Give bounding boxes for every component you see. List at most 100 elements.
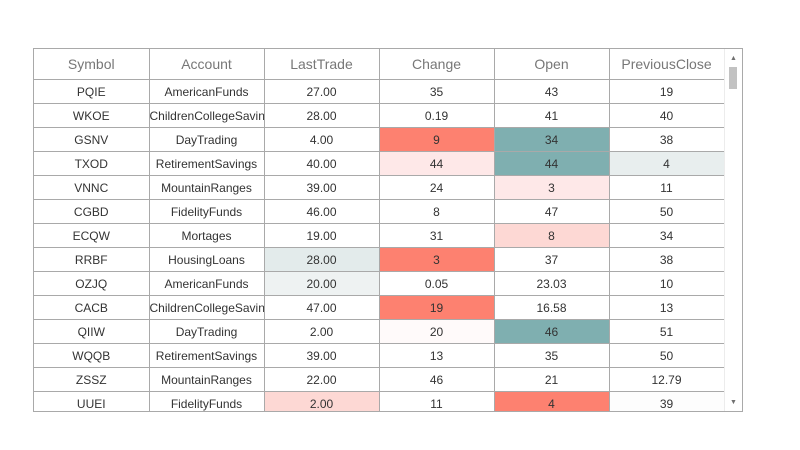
cell-lasttrade[interactable]: 19.00 [264,223,380,248]
column-header-lasttrade[interactable]: LastTrade [264,49,380,80]
cell-change[interactable]: 35 [379,79,495,104]
table-row[interactable]: OZJQ AmericanFunds 20.00 0.05 23.03 10 [34,271,725,296]
caret-up-icon[interactable]: ▲ [730,54,737,62]
table-row[interactable]: GSNV DayTrading 4.00 9 34 38 [34,127,725,152]
table-row[interactable]: CGBD FidelityFunds 46.00 8 47 50 [34,199,725,224]
cell-account[interactable]: FidelityFunds [149,391,265,411]
cell-open[interactable]: 46 [494,319,610,344]
cell-open[interactable]: 8 [494,223,610,248]
table-row[interactable]: ZSSZ MountainRanges 22.00 46 21 12.79 [34,367,725,392]
cell-previousclose[interactable]: 50 [609,199,725,224]
cell-previousclose[interactable]: 34 [609,223,725,248]
table-row[interactable]: PQIE AmericanFunds 27.00 35 43 19 [34,79,725,104]
cell-change[interactable]: 0.19 [379,103,495,128]
cell-symbol[interactable]: GSNV [34,127,150,152]
column-header-symbol[interactable]: Symbol [34,49,150,80]
cell-lasttrade[interactable]: 2.00 [264,391,380,411]
cell-previousclose[interactable]: 19 [609,79,725,104]
cell-symbol[interactable]: ZSSZ [34,367,150,392]
cell-open[interactable]: 44 [494,151,610,176]
cell-account[interactable]: FidelityFunds [149,199,265,224]
scrollbar-thumb[interactable] [729,67,737,89]
table-row[interactable]: ECQW Mortages 19.00 31 8 34 [34,223,725,248]
cell-previousclose[interactable]: 50 [609,343,725,368]
cell-change[interactable]: 9 [379,127,495,152]
cell-symbol[interactable]: VNNC [34,175,150,200]
cell-open[interactable]: 16.58 [494,295,610,320]
cell-symbol[interactable]: CACB [34,295,150,320]
vertical-scrollbar[interactable]: ▲ ▼ [724,49,742,411]
column-header-open[interactable]: Open [494,49,610,80]
cell-open[interactable]: 43 [494,79,610,104]
cell-open[interactable]: 37 [494,247,610,272]
column-header-account[interactable]: Account [149,49,265,80]
cell-symbol[interactable]: OZJQ [34,271,150,296]
cell-account[interactable]: RetirementSavings [149,151,265,176]
cell-account[interactable]: RetirementSavings [149,343,265,368]
cell-previousclose[interactable]: 11 [609,175,725,200]
cell-lasttrade[interactable]: 39.00 [264,343,380,368]
cell-change[interactable]: 19 [379,295,495,320]
cell-change[interactable]: 11 [379,391,495,411]
cell-change[interactable]: 0.05 [379,271,495,296]
cell-lasttrade[interactable]: 47.00 [264,295,380,320]
cell-account[interactable]: MountainRanges [149,367,265,392]
table-row[interactable]: UUEI FidelityFunds 2.00 11 4 39 [34,391,725,411]
cell-open[interactable]: 21 [494,367,610,392]
cell-account[interactable]: ChildrenCollegeSavings [149,295,265,320]
cell-previousclose[interactable]: 38 [609,127,725,152]
cell-change[interactable]: 8 [379,199,495,224]
cell-symbol[interactable]: WQQB [34,343,150,368]
cell-symbol[interactable]: RRBF [34,247,150,272]
cell-account[interactable]: ChildrenCollegeSavings [149,103,265,128]
cell-symbol[interactable]: TXOD [34,151,150,176]
cell-lasttrade[interactable]: 28.00 [264,103,380,128]
cell-lasttrade[interactable]: 27.00 [264,79,380,104]
cell-symbol[interactable]: CGBD [34,199,150,224]
cell-lasttrade[interactable]: 46.00 [264,199,380,224]
cell-lasttrade[interactable]: 39.00 [264,175,380,200]
cell-symbol[interactable]: UUEI [34,391,150,411]
cell-lasttrade[interactable]: 40.00 [264,151,380,176]
cell-account[interactable]: MountainRanges [149,175,265,200]
cell-account[interactable]: AmericanFunds [149,271,265,296]
cell-previousclose[interactable]: 51 [609,319,725,344]
cell-previousclose[interactable]: 38 [609,247,725,272]
cell-change[interactable]: 24 [379,175,495,200]
cell-change[interactable]: 3 [379,247,495,272]
cell-open[interactable]: 34 [494,127,610,152]
cell-lasttrade[interactable]: 22.00 [264,367,380,392]
cell-lasttrade[interactable]: 20.00 [264,271,380,296]
cell-account[interactable]: DayTrading [149,127,265,152]
cell-change[interactable]: 20 [379,319,495,344]
cell-change[interactable]: 31 [379,223,495,248]
cell-previousclose[interactable]: 40 [609,103,725,128]
cell-open[interactable]: 47 [494,199,610,224]
cell-account[interactable]: HousingLoans [149,247,265,272]
table-row[interactable]: VNNC MountainRanges 39.00 24 3 11 [34,175,725,200]
cell-symbol[interactable]: WKOE [34,103,150,128]
table-row[interactable]: TXOD RetirementSavings 40.00 44 44 4 [34,151,725,176]
cell-account[interactable]: AmericanFunds [149,79,265,104]
cell-account[interactable]: DayTrading [149,319,265,344]
cell-symbol[interactable]: QIIW [34,319,150,344]
cell-open[interactable]: 23.03 [494,271,610,296]
cell-previousclose[interactable]: 13 [609,295,725,320]
cell-open[interactable]: 3 [494,175,610,200]
cell-previousclose[interactable]: 10 [609,271,725,296]
cell-change[interactable]: 46 [379,367,495,392]
cell-previousclose[interactable]: 12.79 [609,367,725,392]
cell-open[interactable]: 4 [494,391,610,411]
table-row[interactable]: WQQB RetirementSavings 39.00 13 35 50 [34,343,725,368]
table-row[interactable]: QIIW DayTrading 2.00 20 46 51 [34,319,725,344]
cell-change[interactable]: 13 [379,343,495,368]
cell-symbol[interactable]: PQIE [34,79,150,104]
cell-open[interactable]: 41 [494,103,610,128]
caret-down-icon[interactable]: ▼ [730,398,737,406]
cell-open[interactable]: 35 [494,343,610,368]
column-header-change[interactable]: Change [379,49,495,80]
cell-symbol[interactable]: ECQW [34,223,150,248]
cell-lasttrade[interactable]: 28.00 [264,247,380,272]
